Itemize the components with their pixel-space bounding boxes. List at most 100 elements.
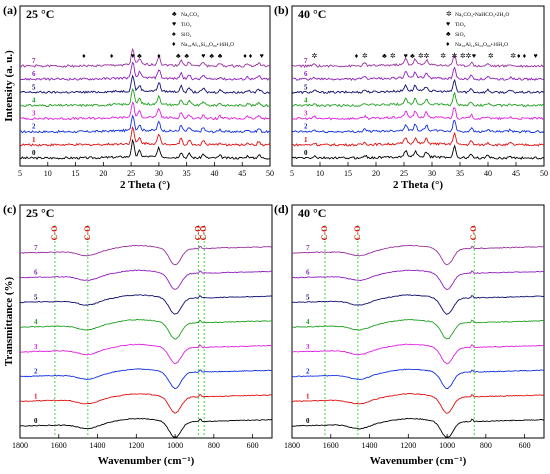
- legend-entry: Na₂CO₃: [181, 12, 199, 18]
- x-tick-label: 50: [266, 169, 274, 178]
- plot-frame: [291, 5, 545, 167]
- bond-annotation: C-O: [469, 226, 478, 241]
- phase-marker: ♥: [404, 52, 408, 60]
- panel-label: (b): [274, 3, 289, 17]
- phase-marker: ♣: [410, 52, 415, 60]
- trace-0: [291, 144, 545, 160]
- legend-symbol: ♦: [446, 40, 450, 48]
- phase-marker: ✲: [311, 52, 317, 60]
- trace-0: [19, 138, 271, 160]
- x-tick-label: 20: [99, 169, 107, 178]
- trace-label: 5: [32, 83, 36, 91]
- legend-entry: SiO₂: [455, 32, 466, 38]
- temperature-label: 25 °C: [26, 7, 54, 21]
- trace-label: 0: [34, 417, 38, 425]
- trace-6: [291, 269, 545, 290]
- phase-marker: ♣: [209, 52, 214, 60]
- y-axis-label: Transmittance (%): [3, 277, 15, 367]
- trace-label: 7: [304, 57, 308, 65]
- trace-5: [19, 294, 273, 315]
- trace-label: 2: [32, 123, 36, 131]
- bond-annotation: C-O: [353, 226, 362, 241]
- trace-label: 5: [304, 83, 308, 91]
- trace-label: 1: [306, 392, 310, 400]
- phase-marker: ✲: [488, 52, 494, 60]
- temperature-label: 40 °C: [298, 7, 326, 21]
- trace-0: [291, 417, 545, 438]
- trace-label: 3: [306, 343, 310, 351]
- phase-marker: ♦: [110, 52, 114, 60]
- trace-label: 2: [34, 368, 38, 376]
- x-axis-label: 2 Theta (°): [393, 179, 443, 191]
- phase-marker: ♦: [355, 52, 359, 60]
- phase-marker: ✲: [465, 52, 471, 60]
- phase-marker: ♥: [472, 52, 476, 60]
- trace-2: [19, 368, 272, 389]
- trace-2: [291, 119, 545, 134]
- legend-symbol: ♠: [172, 30, 176, 38]
- phase-marker: ♦: [157, 52, 161, 60]
- phase-marker: ♥: [534, 52, 538, 60]
- trace-label: 7: [34, 244, 38, 252]
- x-tick-label: 30: [155, 169, 163, 178]
- phase-marker: ✲: [460, 52, 466, 60]
- x-tick-label: 35: [183, 169, 191, 178]
- phase-marker: ♥: [131, 52, 135, 60]
- x-tick-label: 1000: [167, 441, 183, 450]
- phase-marker: ✲: [362, 52, 368, 60]
- legend-symbol: ♣: [446, 30, 451, 38]
- temperature-label: 40 °C: [298, 206, 326, 220]
- x-tick-label: 25: [127, 169, 135, 178]
- trace-2: [19, 114, 271, 134]
- trace-3: [291, 107, 545, 121]
- bond-annotation: C-O: [50, 226, 59, 241]
- x-tick-label: 10: [316, 169, 324, 178]
- phase-marker: ♣: [176, 52, 181, 60]
- trace-1: [19, 126, 271, 147]
- bond-annotation: C-O: [83, 226, 92, 241]
- plot-frame: [291, 204, 545, 439]
- phase-marker: ✲: [440, 52, 446, 60]
- x-axis-label: 2 Theta (°): [120, 179, 170, 191]
- phase-marker: ✲: [418, 52, 424, 60]
- phase-marker: ♥: [201, 52, 205, 60]
- phase-marker: ♦: [517, 52, 521, 60]
- trace-label: 6: [304, 70, 308, 78]
- x-tick-label: 1600: [323, 441, 339, 450]
- legend-entry: Na₁₆Al₁₆Si₂₄O₈₀•16H₂O: [181, 42, 234, 48]
- phase-marker: ✲: [510, 52, 516, 60]
- trace-label: 3: [304, 110, 308, 118]
- x-tick-label: 1800: [12, 441, 28, 450]
- legend-symbol: ♦: [172, 40, 176, 48]
- phase-marker: ♦: [249, 52, 253, 60]
- plot-frame: [19, 5, 271, 167]
- legend-entry: TiO₂: [181, 22, 192, 28]
- trace-5: [291, 78, 545, 95]
- x-tick-label: 1400: [362, 441, 378, 450]
- trace-1: [291, 131, 545, 147]
- temperature-label: 25 °C: [26, 206, 54, 220]
- phase-marker: ♣: [137, 52, 142, 60]
- x-tick-label: 5: [290, 169, 294, 178]
- panel-d: (d) 40 °C 1800 1600 1400 1200 1000 800 600 Wavenu…: [274, 202, 545, 467]
- trace-label: 1: [34, 392, 38, 400]
- x-tick-label: 1800: [284, 441, 300, 450]
- phase-marker: ✲: [451, 52, 457, 60]
- legend-symbol: ♥: [172, 20, 176, 28]
- x-axis-label: Wavenumber (cm⁻¹): [98, 455, 195, 467]
- x-tick-label: 40: [210, 169, 218, 178]
- trace-label: 4: [34, 318, 38, 326]
- trace-4: [19, 318, 272, 340]
- x-tick-label: 25: [400, 169, 408, 178]
- trace-7: [291, 244, 545, 266]
- trace-label: 5: [306, 293, 310, 301]
- phase-marker: ♣: [184, 52, 189, 60]
- x-tick-label: 40: [484, 169, 492, 178]
- trace-0: [19, 417, 273, 438]
- trace-3: [19, 343, 273, 365]
- plot-frame: [19, 204, 273, 439]
- phase-marker: ✲: [423, 52, 429, 60]
- trace-label: 6: [34, 269, 38, 277]
- x-tick-label: 1600: [51, 441, 67, 450]
- phase-marker: ♣: [218, 52, 223, 60]
